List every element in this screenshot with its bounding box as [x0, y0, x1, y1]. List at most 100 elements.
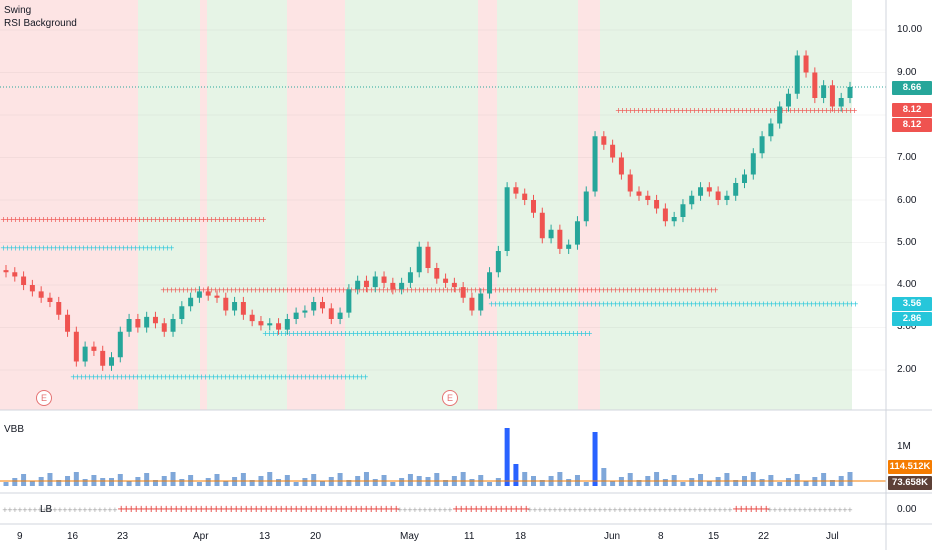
volume-bar	[522, 472, 527, 486]
resistance-tag: 8.12	[892, 103, 932, 117]
candle-body	[619, 158, 624, 175]
volume-bar	[364, 472, 369, 486]
candle-body	[804, 56, 809, 73]
candle-body	[179, 306, 184, 319]
candle-body	[557, 230, 562, 249]
volume-bar	[47, 473, 52, 486]
candle-body	[760, 136, 765, 153]
price-tick: 5.00	[897, 237, 916, 248]
candle-body	[373, 277, 378, 288]
candle-body	[355, 281, 360, 290]
candle-body	[338, 313, 343, 319]
time-tick: 16	[67, 531, 78, 542]
candle-body	[74, 332, 79, 362]
level-mark: +	[362, 372, 369, 381]
candle-body	[724, 196, 729, 200]
volume-bar	[848, 472, 853, 486]
volume-bar	[663, 479, 668, 486]
candle-body	[83, 347, 88, 362]
price-tick: 10.00	[897, 24, 922, 35]
volume-bar	[311, 474, 316, 486]
candle-body	[171, 319, 176, 332]
volume-bar	[74, 472, 79, 486]
candle-body	[777, 107, 782, 124]
earnings-marker[interactable]: E	[36, 390, 52, 406]
candle-body	[637, 192, 642, 196]
candle-body	[478, 294, 483, 311]
candle-body	[65, 315, 70, 332]
candle-body	[461, 287, 466, 298]
candle-body	[364, 281, 369, 287]
candle-body	[549, 230, 554, 239]
candle-body	[346, 289, 351, 312]
level-mark: +	[586, 329, 593, 338]
candle-body	[742, 175, 747, 184]
candle-body	[751, 153, 756, 174]
empty-zone	[852, 0, 886, 410]
volume-bar	[408, 474, 413, 486]
volume-bar	[171, 472, 176, 486]
volume-bar	[197, 482, 202, 486]
price-tick: 6.00	[897, 195, 916, 206]
earnings-marker[interactable]: E	[442, 390, 458, 406]
level-mark: +	[260, 215, 267, 224]
candle-body	[496, 251, 501, 272]
candle-body	[663, 209, 668, 222]
candle-body	[584, 192, 589, 222]
legend: Swing RSI Background	[4, 4, 77, 30]
volume-bar	[461, 472, 466, 486]
rsi-zone	[138, 0, 200, 410]
volume-bar	[206, 478, 211, 486]
bottom-label: LB	[40, 504, 52, 515]
price-tick: 4.00	[897, 279, 916, 290]
rsi-zone	[345, 0, 478, 410]
candle-body	[153, 317, 158, 323]
candle-body	[821, 85, 826, 98]
volume-bar	[390, 482, 395, 486]
volume-bar	[241, 473, 246, 486]
candle-body	[399, 283, 404, 289]
bottom-tick: 0.00	[897, 504, 916, 515]
candle-body	[575, 221, 580, 244]
candle-body	[12, 272, 17, 276]
volume-bar	[707, 481, 712, 486]
legend-swing: Swing	[4, 4, 77, 17]
level-mark: +	[712, 285, 719, 294]
volume-bar	[4, 482, 9, 486]
candle-body	[276, 323, 281, 329]
time-tick: 8	[658, 531, 664, 542]
candle-body	[522, 194, 527, 200]
volume-bar	[496, 478, 501, 486]
support-tag: 2.86	[892, 312, 932, 326]
candle-body	[733, 183, 738, 196]
candle-body	[628, 175, 633, 192]
volume-bar	[505, 428, 510, 486]
candle-body	[109, 357, 114, 366]
candle-body	[513, 187, 518, 193]
volume-bar	[215, 474, 220, 486]
candle-body	[786, 94, 791, 107]
volume-bar	[689, 478, 694, 486]
current-price-tag: 8.66	[892, 81, 932, 95]
candle-body	[469, 298, 474, 311]
candle-body	[30, 285, 35, 291]
candle-body	[232, 302, 237, 311]
candle-body	[302, 311, 307, 313]
volume-bar	[557, 472, 562, 486]
candle-body	[689, 196, 694, 205]
volume-bar	[338, 473, 343, 486]
volume-bar	[698, 474, 703, 486]
time-tick: 15	[708, 531, 719, 542]
candle-body	[215, 296, 220, 298]
candle-body	[382, 277, 387, 283]
price-tick: 9.00	[897, 67, 916, 78]
volume-bar	[144, 473, 149, 486]
rsi-zone	[200, 0, 207, 410]
resistance-tag: 8.12	[892, 118, 932, 132]
time-tick: 20	[310, 531, 321, 542]
candle-body	[241, 302, 246, 315]
rsi-zone	[207, 0, 287, 410]
time-tick: 22	[758, 531, 769, 542]
legend-rsi: RSI Background	[4, 17, 77, 30]
